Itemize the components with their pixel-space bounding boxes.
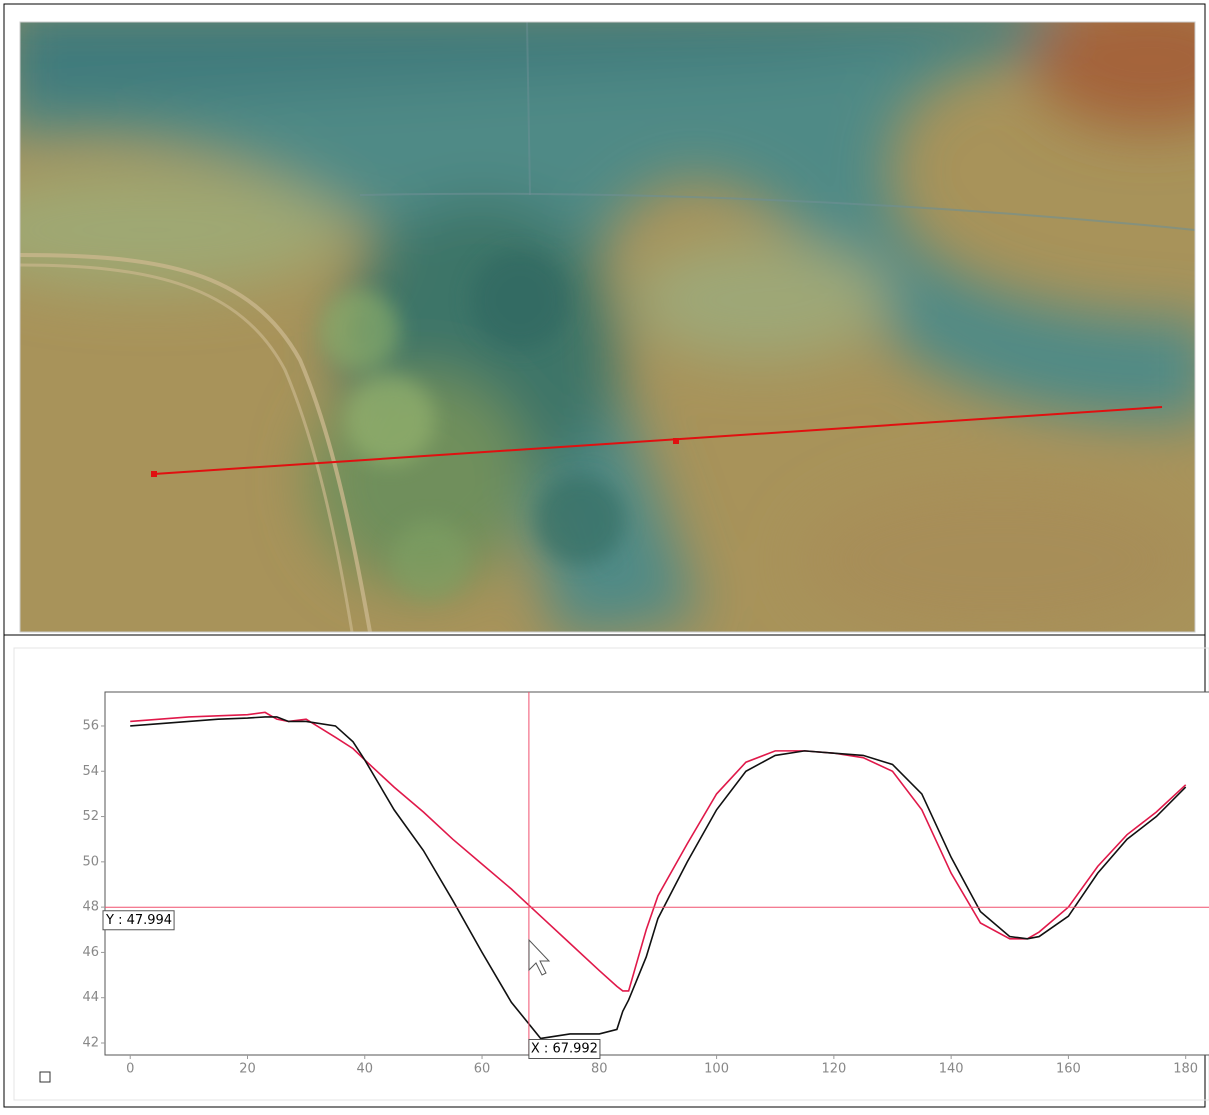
x-tick-label: 180 xyxy=(1173,1062,1198,1077)
y-tick-label: 52 xyxy=(82,809,99,824)
label-box xyxy=(528,1039,601,1059)
y-tick-label: 44 xyxy=(82,990,99,1005)
x-tick-label: 0 xyxy=(126,1062,134,1077)
chart-panel xyxy=(13,647,1209,1101)
mouse-cursor xyxy=(528,938,551,976)
label-box xyxy=(102,910,175,931)
profile-line xyxy=(130,716,1187,1040)
panel-icon[interactable] xyxy=(39,1071,51,1083)
window-border xyxy=(3,3,1206,1108)
x-tick-label: 20 xyxy=(239,1062,256,1077)
x-tick-label: 120 xyxy=(821,1062,846,1077)
x-tick-label: 100 xyxy=(704,1062,729,1077)
y-tick-label: 48 xyxy=(82,900,99,915)
x-tick-label: 140 xyxy=(939,1062,964,1077)
x-tick-label: 60 xyxy=(474,1062,491,1077)
y-tick-label: 50 xyxy=(82,854,99,869)
x-tick-label: 160 xyxy=(1056,1062,1081,1077)
map xyxy=(20,22,1195,632)
y-tick-label: 46 xyxy=(82,945,99,960)
x-tick-label: 80 xyxy=(591,1062,608,1077)
x-tick-label: 40 xyxy=(356,1062,373,1077)
y-tick-label: 54 xyxy=(82,764,99,779)
y-tick-label: 56 xyxy=(82,718,99,733)
crosshair-y-label: Y : 47.994 xyxy=(105,913,172,928)
profile-chart: 0 20 40 60 80 100 120 140 160 180 42 44 46 48 50 52 54 56… xyxy=(82,692,1209,1077)
y-tick-label: 42 xyxy=(82,1035,99,1050)
plot-frame xyxy=(104,691,1209,1056)
map-frame xyxy=(19,21,1196,633)
crosshair-x-label: X : 67.992 xyxy=(531,1042,598,1057)
